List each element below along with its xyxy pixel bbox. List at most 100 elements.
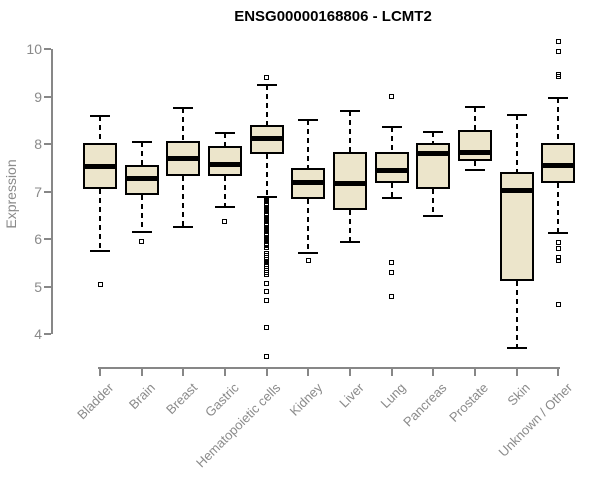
whisker-cap-low-boxplot-kidney (298, 252, 319, 255)
whisker-lower-boxplot-bladder (99, 189, 101, 252)
y-tick-label: 5 (34, 278, 42, 295)
median-boxplot-liver (332, 181, 367, 187)
whisker-cap-high-boxplot-bladder (90, 114, 110, 117)
median-boxplot-brain (124, 176, 159, 182)
y-tick-label: 9 (34, 88, 42, 105)
x-tick-label-liver: Liver (335, 380, 367, 411)
whisker-upper-boxplot-skin (515, 114, 518, 173)
median-boxplot-prostate (457, 150, 492, 156)
whisker-upper-boxplot-prostate (473, 107, 476, 130)
x-tick (307, 369, 310, 376)
median-boxplot-unknown-other (541, 162, 576, 168)
y-tick (44, 48, 51, 50)
whisker-upper-boxplot-kidney (307, 120, 310, 169)
whisker-cap-low-boxplot-liver (339, 240, 360, 243)
x-tick (473, 369, 476, 376)
whisker-cap-high-boxplot-breast (173, 107, 194, 110)
whisker-upper-boxplot-pancreas (432, 132, 435, 143)
box-boxplot-liver (332, 151, 367, 210)
whisker-upper-boxplot-unknown-other (557, 97, 560, 144)
x-tick-label-unknown-other: Unknown / Other (495, 380, 575, 460)
y-axis (51, 49, 53, 335)
whisker-cap-low-boxplot-gastric (214, 205, 235, 208)
x-tick-label-bladder: Bladder (74, 380, 117, 423)
x-tick (140, 369, 143, 376)
outlier-point-boxplot-hematopoietic-cells (264, 244, 270, 250)
x-tick (348, 369, 351, 376)
x-tick (432, 369, 435, 376)
outlier-point-boxplot-hematopoietic-cells (264, 271, 270, 277)
outlier-point-boxplot-unknown-other (555, 258, 561, 264)
whisker-cap-high-boxplot-prostate (464, 106, 485, 109)
outlier-point-boxplot-unknown-other (555, 74, 561, 80)
whisker-cap-low-boxplot-skin (506, 346, 527, 349)
whisker-upper-boxplot-breast (182, 108, 185, 141)
outlier-point-boxplot-unknown-other (555, 240, 561, 246)
y-tick (44, 333, 51, 336)
outlier-point-boxplot-lung (389, 94, 395, 100)
whisker-upper-boxplot-hematopoietic-cells (265, 84, 268, 126)
y-tick (44, 285, 51, 288)
whisker-cap-high-boxplot-pancreas (423, 131, 444, 134)
whisker-lower-boxplot-unknown-other (557, 183, 560, 233)
y-tick-label: 4 (34, 326, 42, 343)
x-tick (390, 369, 393, 376)
outlier-point-boxplot-lung (389, 269, 395, 275)
whisker-upper-boxplot-brain (140, 141, 143, 166)
outlier-point-boxplot-gastric (222, 219, 228, 225)
whisker-upper-boxplot-lung (390, 127, 393, 152)
whisker-lower-boxplot-pancreas (432, 189, 435, 217)
whisker-lower-boxplot-prostate (473, 160, 476, 171)
whisker-lower-boxplot-gastric (223, 176, 226, 207)
x-tick-label-brain: Brain (126, 380, 159, 413)
whisker-cap-high-boxplot-kidney (298, 119, 319, 122)
whisker-lower-boxplot-breast (182, 175, 185, 228)
y-tick-label: 10 (26, 41, 42, 57)
outlier-point-boxplot-lung (389, 293, 395, 299)
outlier-point-boxplot-brain (139, 239, 145, 245)
y-tick (44, 143, 51, 146)
median-boxplot-gastric (207, 161, 242, 167)
whisker-lower-boxplot-hematopoietic-cells (265, 154, 268, 198)
box-boxplot-gastric (207, 146, 242, 177)
whisker-cap-high-boxplot-gastric (214, 132, 235, 135)
whisker-lower-boxplot-lung (390, 182, 393, 198)
x-tick-label-prostate: Prostate (446, 380, 492, 425)
outlier-point-boxplot-hematopoietic-cells (264, 281, 270, 287)
median-boxplot-hematopoietic-cells (249, 135, 284, 141)
outlier-point-boxplot-hematopoietic-cells (264, 353, 270, 359)
outlier-point-boxplot-bladder (97, 281, 103, 287)
x-tick (223, 369, 226, 376)
x-tick (265, 369, 268, 376)
y-tick-label: 6 (34, 231, 42, 248)
x-tick-label-gastric: Gastric (201, 380, 242, 420)
whisker-upper-boxplot-bladder (99, 115, 101, 144)
y-tick (44, 190, 51, 193)
box-boxplot-pancreas (416, 142, 451, 190)
outlier-point-boxplot-unknown-other (555, 254, 561, 260)
x-tick-label-breast: Breast (162, 380, 200, 418)
median-boxplot-breast (166, 155, 201, 161)
whisker-cap-low-boxplot-hematopoietic-cells (256, 196, 277, 199)
x-tick-label-pancreas: Pancreas (400, 380, 450, 430)
whisker-cap-low-boxplot-bladder (90, 250, 110, 253)
whisker-cap-high-boxplot-liver (339, 109, 360, 112)
whisker-cap-high-boxplot-brain (131, 140, 152, 143)
x-tick-label-lung: Lung (377, 380, 409, 412)
x-tick-label-kidney: Kidney (286, 380, 325, 419)
chart-title: ENSG00000168806 - LCMT2 (234, 8, 432, 25)
median-boxplot-bladder (83, 163, 117, 169)
outlier-point-boxplot-hematopoietic-cells (264, 324, 270, 330)
median-boxplot-lung (374, 168, 409, 174)
x-tick (182, 369, 185, 376)
whisker-upper-boxplot-gastric (223, 133, 226, 147)
outlier-point-boxplot-hematopoietic-cells (264, 298, 270, 304)
y-tick (44, 238, 51, 241)
whisker-cap-low-boxplot-prostate (464, 169, 485, 172)
x-tick (557, 369, 560, 376)
x-tick-label-skin: Skin (504, 380, 534, 409)
median-boxplot-pancreas (416, 151, 451, 157)
x-tick (515, 369, 518, 376)
y-tick (44, 95, 51, 98)
box-boxplot-prostate (457, 129, 492, 161)
